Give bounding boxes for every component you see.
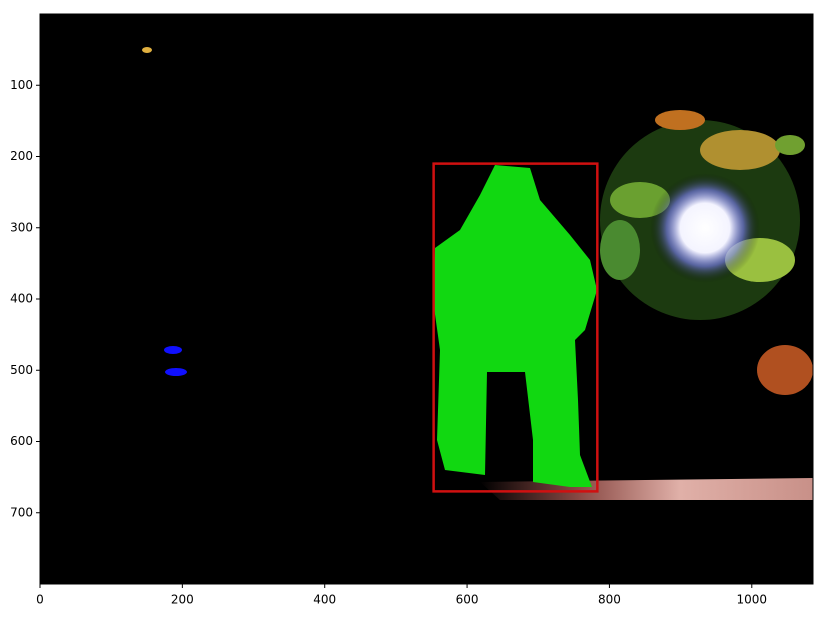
x-tick-label: 1000 bbox=[737, 593, 768, 607]
x-tick-label: 0 bbox=[36, 593, 44, 607]
bounding-box bbox=[432, 162, 599, 493]
spot bbox=[142, 47, 152, 53]
segmentation-mask bbox=[433, 165, 597, 487]
y-tick-label: 700 bbox=[10, 505, 33, 519]
light bbox=[650, 173, 760, 283]
y-tick-label: 400 bbox=[10, 292, 33, 306]
x-tick-label: 800 bbox=[598, 593, 621, 607]
y-tick-label: 100 bbox=[10, 78, 33, 92]
y-tick-label: 600 bbox=[10, 434, 33, 448]
x-tick-label: 600 bbox=[456, 593, 479, 607]
blue-light bbox=[165, 368, 187, 376]
x-tick-label: 400 bbox=[313, 593, 336, 607]
image bbox=[40, 14, 813, 584]
y-tick-label: 300 bbox=[10, 220, 33, 234]
x-tick-label: 200 bbox=[171, 593, 194, 607]
y-tick-label: 500 bbox=[10, 363, 33, 377]
blue-light bbox=[164, 346, 182, 354]
y-tick-label: 200 bbox=[10, 149, 33, 163]
